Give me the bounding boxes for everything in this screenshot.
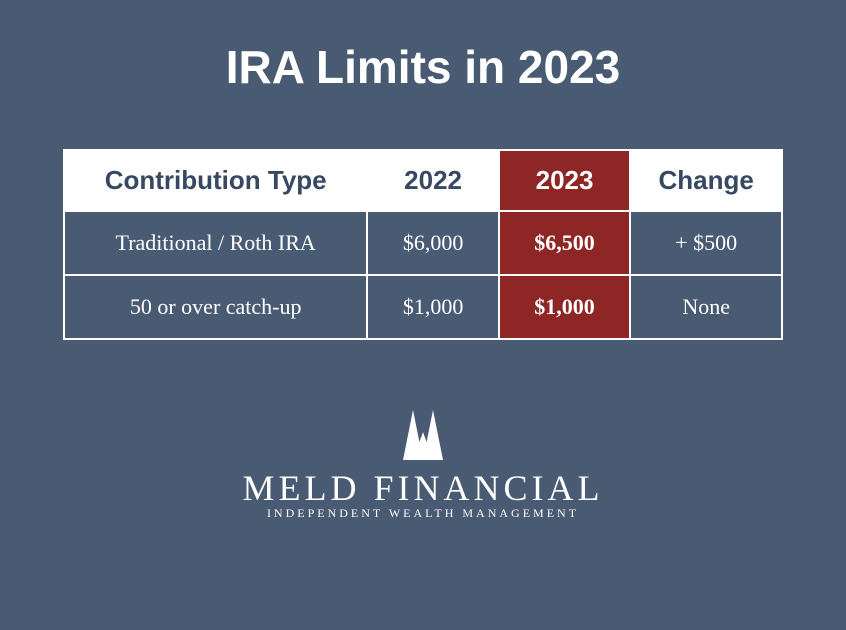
table-header-row: Contribution Type 2022 2023 Change [64, 150, 782, 211]
table-row: 50 or over catch-up $1,000 $1,000 None [64, 275, 782, 339]
cell-2022: $1,000 [367, 275, 498, 339]
page-title: IRA Limits in 2023 [226, 40, 621, 94]
cell-change: + $500 [630, 211, 782, 275]
header-change: Change [630, 150, 782, 211]
table-row: Traditional / Roth IRA $6,000 $6,500 + $… [64, 211, 782, 275]
limits-table-wrap: Contribution Type 2022 2023 Change Tradi… [60, 149, 786, 340]
limits-table: Contribution Type 2022 2023 Change Tradi… [63, 149, 783, 340]
header-contribution-type: Contribution Type [64, 150, 367, 211]
logo-icon [383, 400, 463, 464]
cell-2023: $6,500 [499, 211, 630, 275]
cell-type: 50 or over catch-up [64, 275, 367, 339]
logo-main-text: MELD FINANCIAL [243, 470, 604, 506]
logo-sub-text: INDEPENDENT WEALTH MANAGEMENT [267, 506, 579, 521]
cell-2023: $1,000 [499, 275, 630, 339]
logo: MELD FINANCIAL INDEPENDENT WEALTH MANAGE… [243, 400, 604, 521]
header-2022: 2022 [367, 150, 498, 211]
cell-2022: $6,000 [367, 211, 498, 275]
cell-type: Traditional / Roth IRA [64, 211, 367, 275]
cell-change: None [630, 275, 782, 339]
header-2023: 2023 [499, 150, 630, 211]
